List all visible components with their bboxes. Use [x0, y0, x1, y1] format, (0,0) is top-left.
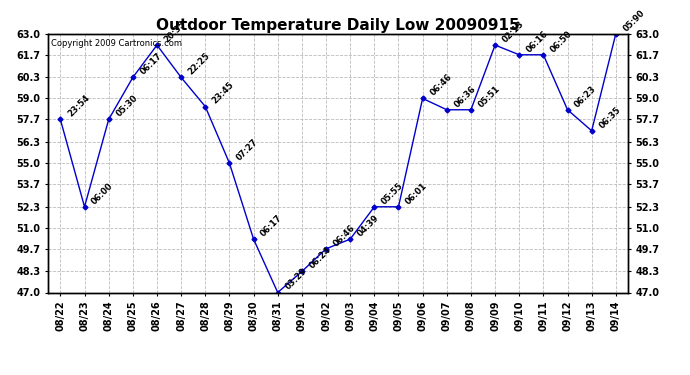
Text: 07:27: 07:27 — [235, 137, 260, 162]
Text: 06:01: 06:01 — [404, 181, 429, 206]
Text: 06:46: 06:46 — [332, 223, 357, 248]
Text: 06:46: 06:46 — [428, 72, 453, 98]
Text: Copyright 2009 Cartronics.com: Copyright 2009 Cartronics.com — [51, 39, 182, 48]
Text: 02:13: 02:13 — [501, 19, 526, 44]
Text: 06:24: 06:24 — [308, 245, 333, 271]
Text: 23:54: 23:54 — [66, 93, 91, 118]
Text: 05:30: 05:30 — [115, 94, 139, 118]
Text: 06:16: 06:16 — [525, 29, 550, 54]
Text: 06:17: 06:17 — [259, 213, 284, 238]
Text: 05:55: 05:55 — [380, 181, 405, 206]
Text: 06:50: 06:50 — [549, 29, 574, 54]
Text: 06:00: 06:00 — [90, 181, 115, 206]
Text: 06:17: 06:17 — [139, 51, 164, 76]
Text: 05:51: 05:51 — [477, 84, 502, 109]
Text: 06:36: 06:36 — [453, 84, 477, 109]
Text: 06:23: 06:23 — [573, 84, 598, 109]
Text: 22:25: 22:25 — [187, 51, 212, 76]
Text: 23:45: 23:45 — [211, 81, 236, 106]
Text: 04:39: 04:39 — [356, 213, 381, 238]
Text: 20:35: 20:35 — [163, 19, 188, 44]
Title: Outdoor Temperature Daily Low 20090915: Outdoor Temperature Daily Low 20090915 — [157, 18, 520, 33]
Text: 06:35: 06:35 — [598, 105, 622, 130]
Text: 05:90: 05:90 — [622, 8, 647, 33]
Text: 03:29: 03:29 — [284, 267, 308, 292]
